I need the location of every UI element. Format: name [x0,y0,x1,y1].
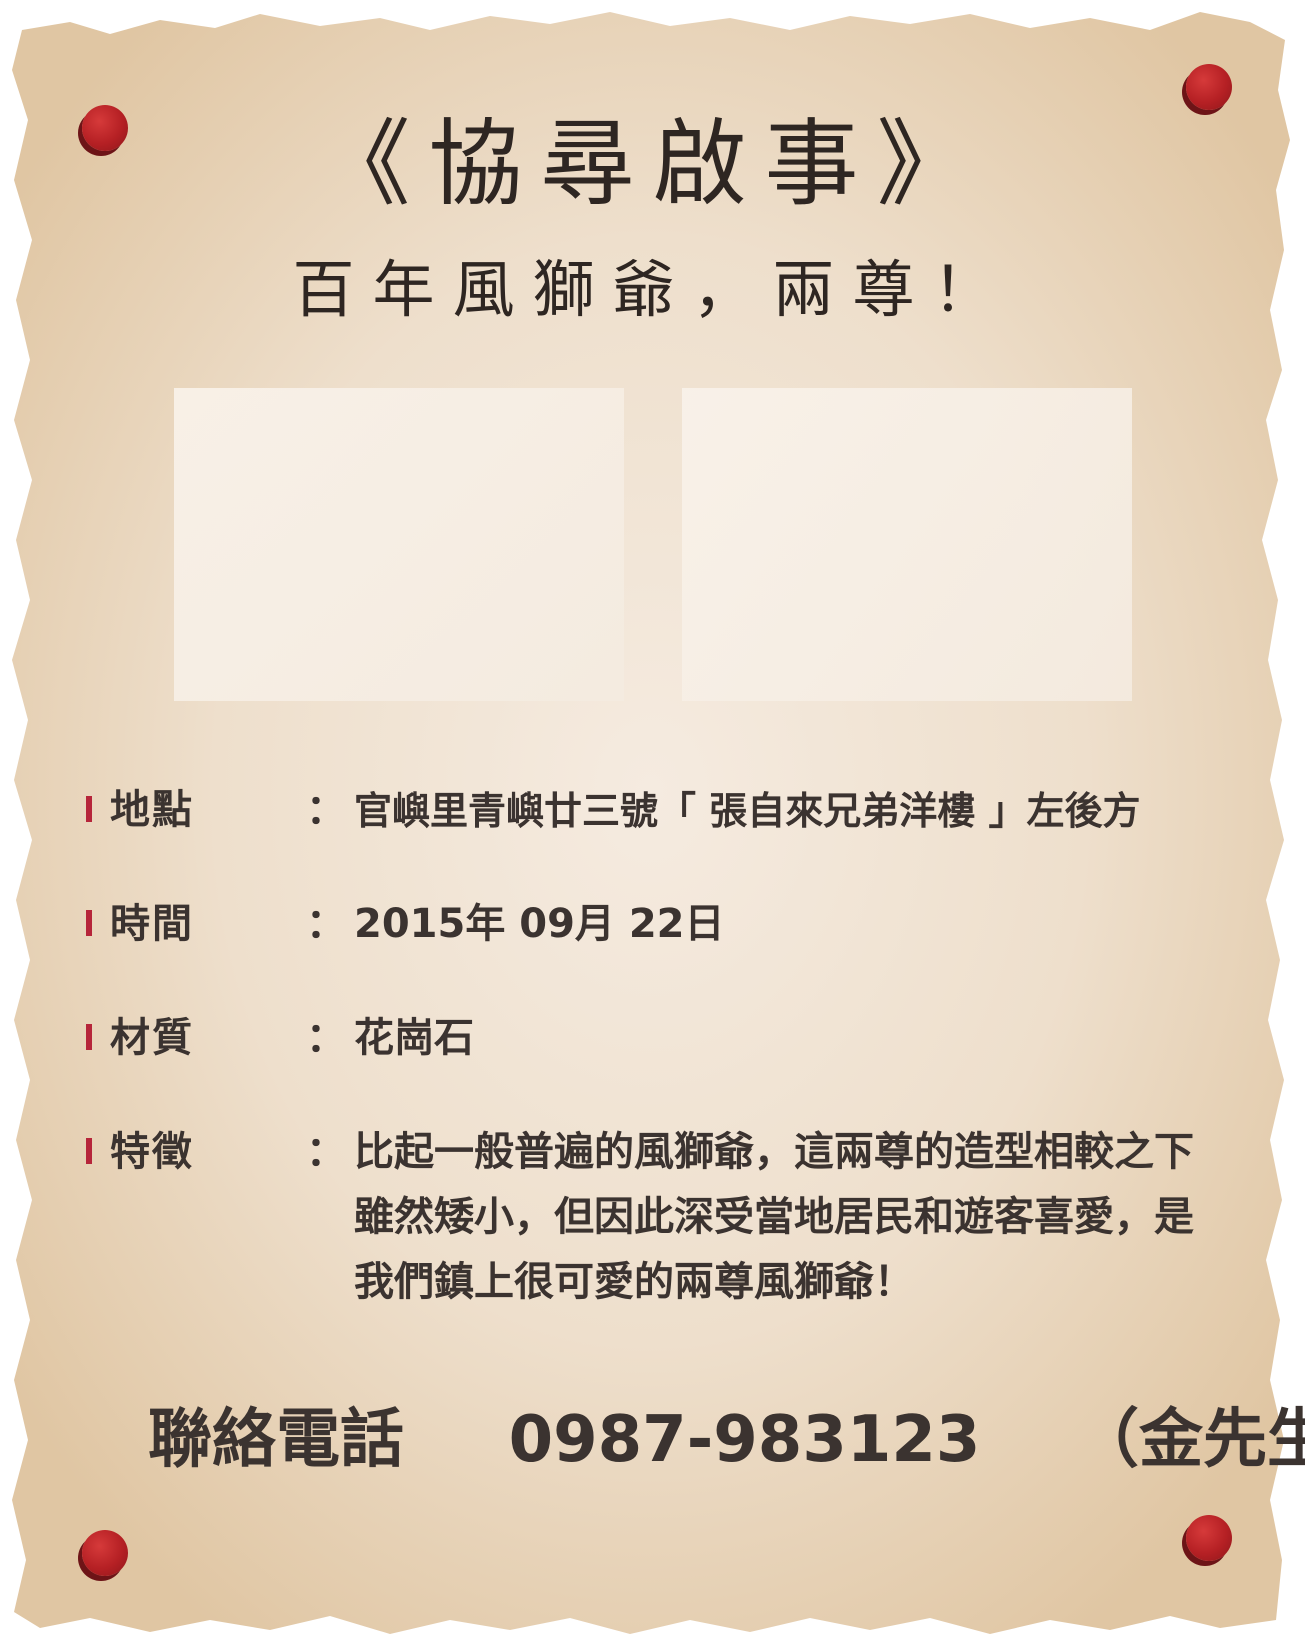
detail-value: 2015年 09月 22日 [354,901,725,947]
detail-colon: ： [306,901,346,947]
detail-value: 官嶼里青嶼廿三號「 張自來兄弟洋樓 」左後方 [354,789,1141,833]
contact-label: 聯絡電話 [148,1403,404,1477]
accent-bar [86,1024,92,1050]
detail-row-time: 時間 ： 2015年 09月 22日 [86,898,1215,954]
contact-line: 聯絡電話 0987-983123 （金先生） [148,1400,1305,1480]
detail-colon: ： [306,1015,346,1061]
pin-top-right [1186,64,1232,110]
detail-colon: ： [306,1129,346,1175]
detail-label: 材質 [110,1015,194,1061]
pin-bottom-left [82,1530,128,1576]
contact-name: （金先生） [1075,1403,1305,1477]
photo-placeholder-left [174,388,624,701]
accent-bar [86,1138,92,1164]
detail-label: 特徵 [110,1129,194,1175]
photo-placeholder-right [682,388,1132,701]
poster-title: 《協尋啟事》 [316,110,989,219]
detail-value: 花崗石 [354,1015,474,1061]
detail-colon: ： [306,787,346,833]
pin-top-left [82,105,128,151]
detail-row-location: 地點 ： 官嶼里青嶼廿三號「 張自來兄弟洋樓 」左後方 [86,784,1215,840]
pin-bottom-right [1186,1515,1232,1561]
detail-value: 比起一般普遍的風獅爺，這兩尊的造型相較之下雖然矮小，但因此深受當地居民和遊客喜愛… [354,1129,1194,1305]
detail-label: 時間 [110,901,194,947]
detail-row-material: 材質 ： 花崗石 [86,1012,1215,1068]
poster-subtitle: 百年風獅爺，兩尊！ [292,253,1013,326]
accent-bar [86,910,92,936]
detail-label: 地點 [110,787,194,833]
contact-phone: 0987-983123 [508,1403,981,1477]
detail-row-features: 特徵 ： 比起一般普遍的風獅爺，這兩尊的造型相較之下雖然矮小，但因此深受當地居民… [86,1126,1215,1326]
accent-bar [86,796,92,822]
